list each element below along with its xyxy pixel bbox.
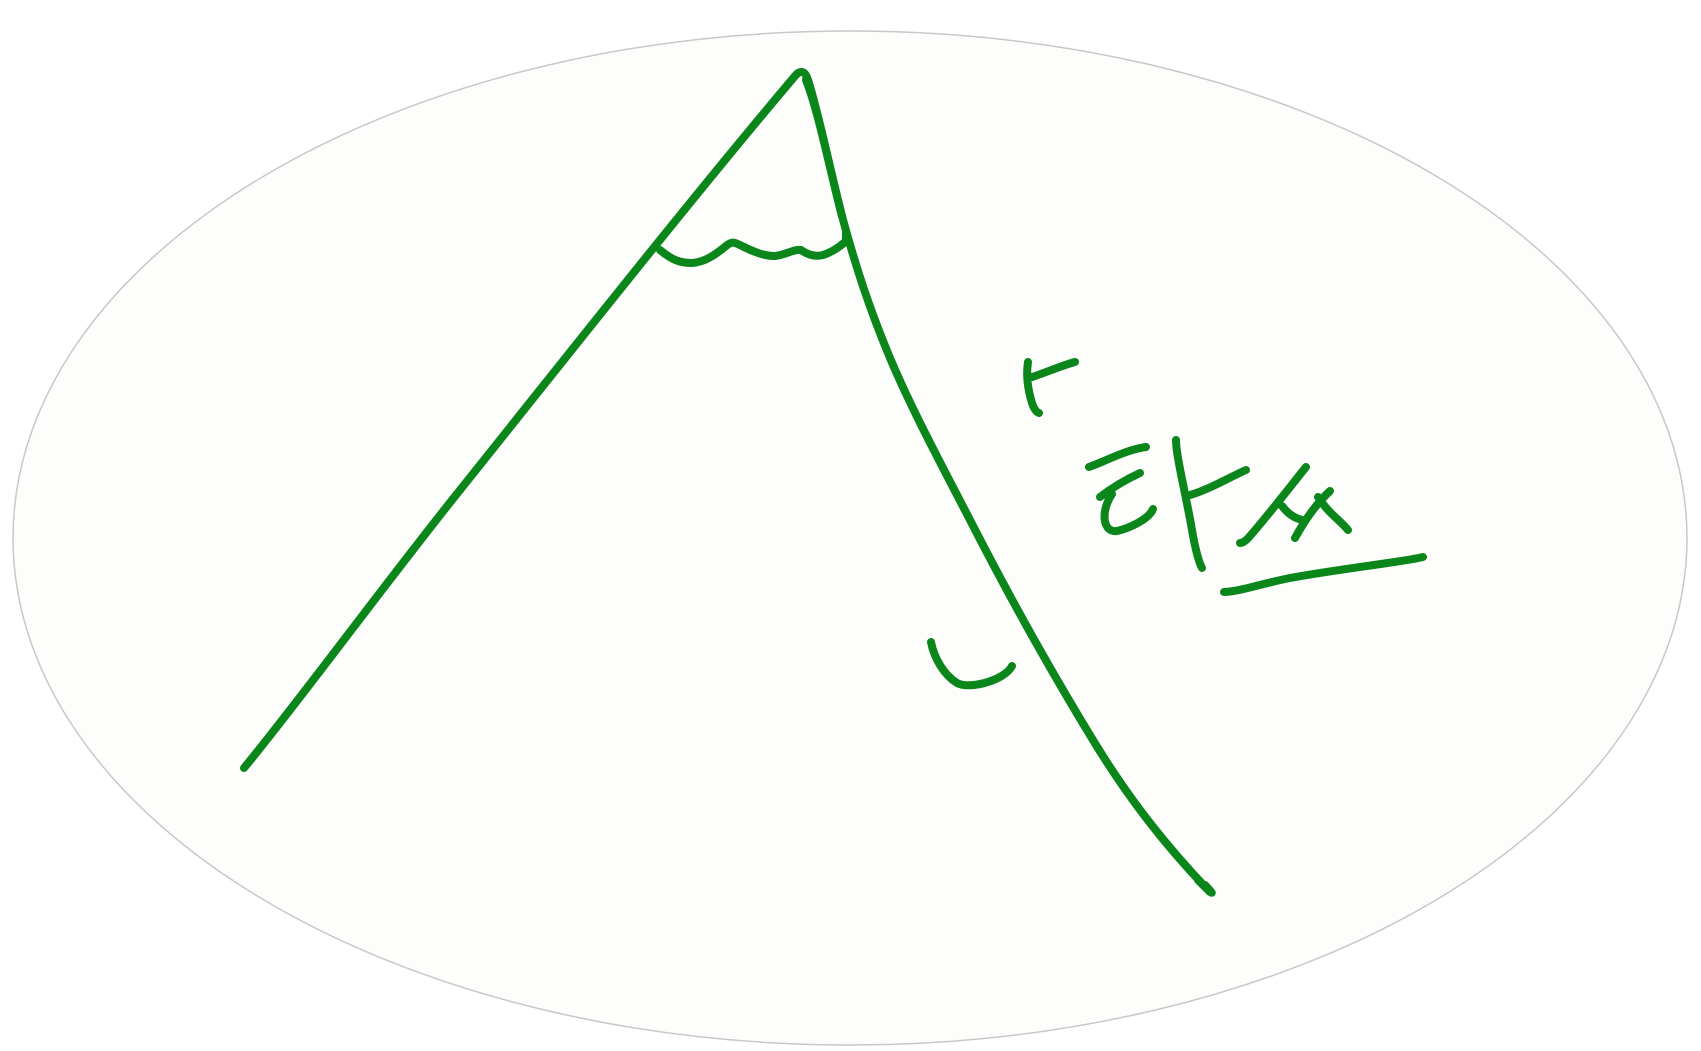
glyph-a-vertical: [1172, 436, 1206, 572]
glyph-s-right-cross: [1314, 493, 1352, 534]
mountain-snow-cap-line: [656, 229, 850, 267]
mountain-right-slope: [802, 76, 846, 220]
glyph-a-branch: [1186, 466, 1250, 499]
mountain-drawing: [240, 67, 1216, 897]
glyph-t-middle-stroke: [1096, 469, 1144, 501]
glyph-o-horizontal: [1028, 358, 1079, 381]
glyph-s-left: [1236, 463, 1310, 547]
mountain-left-slope: [240, 67, 1216, 897]
glyph-underline: [1220, 553, 1427, 596]
handwritten-korean-text: [927, 358, 1427, 690]
glyph-t-top-stroke: [1085, 443, 1150, 471]
glyph-s-right-upper: [1278, 502, 1306, 524]
oval-badge: [12, 30, 1688, 1046]
glyph-lower-curve: [927, 638, 1016, 690]
glyph-o-vertical: [1023, 358, 1043, 417]
glyph-s-right-stroke: [1291, 487, 1334, 542]
glyph-t-bottom-curve: [1100, 490, 1157, 535]
